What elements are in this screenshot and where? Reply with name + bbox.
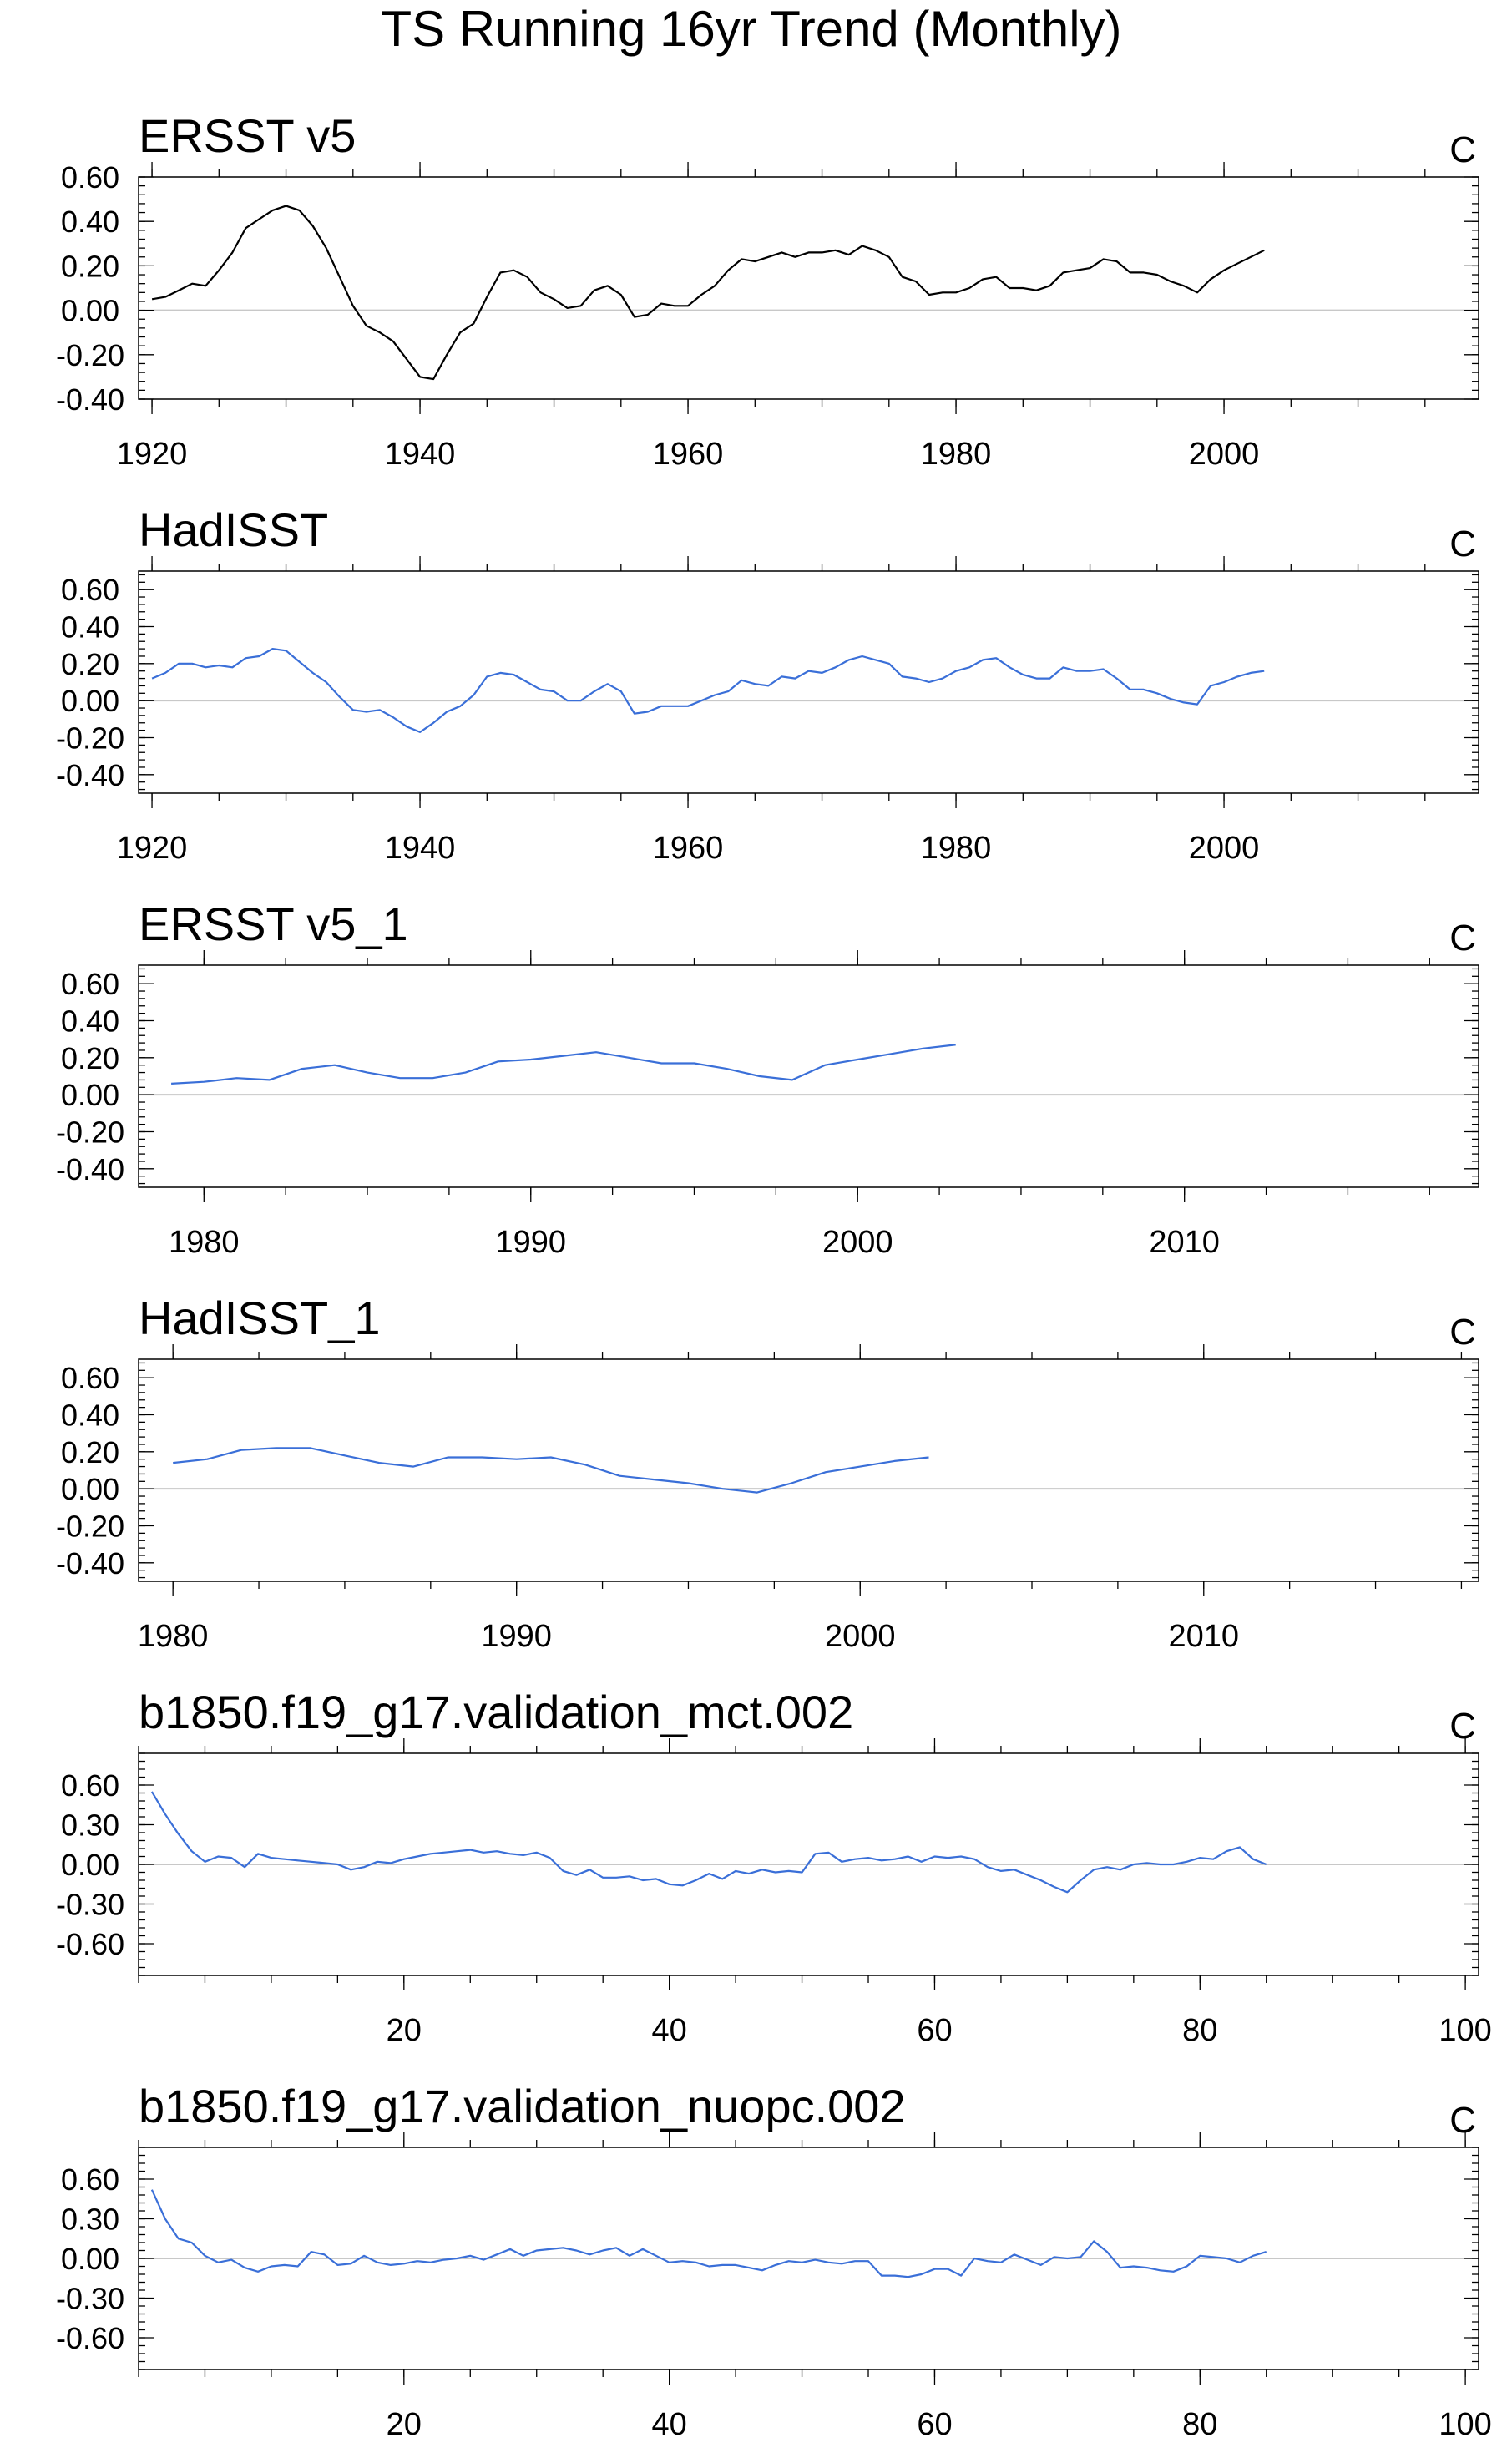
plot-frame: [138, 964, 1479, 1188]
x-tick-label: 1940: [385, 831, 456, 866]
panel-title: HadISST_1: [139, 1292, 381, 1344]
panel-5: b1850.f19_g17.validation_mct.002 C 0.60 0.3…: [56, 1686, 1492, 2048]
units-label: C: [1449, 1706, 1476, 1747]
y-tick-label: -0.40: [56, 758, 124, 792]
x-tick-label: 2000: [822, 1225, 893, 1260]
y-tick-label: -0.20: [56, 338, 124, 372]
x-tick-label: 1920: [117, 437, 188, 472]
y-tick-label: -0.40: [56, 1546, 124, 1581]
y-tick-label: 0.60: [61, 160, 119, 195]
x-tick-label: 2010: [1168, 1619, 1239, 1654]
y-tick-label: 0.40: [61, 1004, 119, 1039]
y-tick-label: 0.00: [61, 1848, 119, 1882]
x-tick-label: 60: [917, 2013, 952, 2048]
y-tick-label: 0.00: [61, 2242, 119, 2276]
panel-title: ERSST v5: [139, 109, 356, 162]
units-label: C: [1449, 129, 1476, 170]
x-tick-label: 1990: [495, 1225, 566, 1260]
plot-frame: [138, 570, 1479, 794]
x-tick-label: 2000: [825, 1619, 896, 1654]
y-tick-label: 0.60: [61, 2162, 119, 2197]
panel-3: ERSST v5_1 C 0.600.400.200.00-0.20-0.40 198…: [56, 898, 1479, 1260]
plot-frame: [138, 1358, 1479, 1582]
y-tick-label: 0.00: [61, 1078, 119, 1112]
units-label: C: [1449, 1312, 1476, 1353]
y-tick-label: -0.30: [56, 2282, 124, 2316]
x-tick-label: 20: [387, 2013, 422, 2048]
x-tick-label: 100: [1439, 2013, 1491, 2048]
panel-title: b1850.f19_g17.validation_nuopc.002: [139, 2080, 906, 2132]
y-tick-label: 0.40: [61, 205, 119, 239]
y-tick-label: -0.20: [56, 721, 124, 756]
y-tick-label: 0.60: [61, 573, 119, 607]
y-tick-label: 0.20: [61, 1435, 119, 1469]
x-tick-label: 1940: [385, 437, 456, 472]
panel-title: ERSST v5_1: [139, 898, 408, 950]
x-tick-label: 40: [652, 2013, 687, 2048]
y-tick-label: 0.40: [61, 610, 119, 645]
panel-4: HadISST_1 C 0.600.400.200.00 -0.20-0.40 1980…: [56, 1292, 1479, 1654]
y-tick-label: -0.30: [56, 1888, 124, 1922]
plot-frame: [138, 176, 1479, 400]
y-tick-label: 0.30: [61, 2203, 119, 2237]
x-tick-label: 40: [652, 2407, 687, 2442]
x-tick-label: 2010: [1149, 1225, 1220, 1260]
y-tick-label: 0.40: [61, 1398, 119, 1433]
x-tick-label: 80: [1182, 2407, 1217, 2442]
panel-title: b1850.f19_g17.validation_mct.002: [139, 1686, 853, 1738]
x-tick-label: 2000: [1189, 437, 1260, 472]
units-label: C: [1449, 2100, 1476, 2141]
x-tick-label: 1980: [138, 1619, 209, 1654]
x-tick-label: 1990: [481, 1619, 552, 1654]
panel-title: HadISST: [139, 503, 328, 556]
series-line: [150, 1791, 1267, 1894]
y-tick-label: 0.00: [61, 684, 119, 718]
panel-1: ERSST v5 C 0.60 0.40 0.20 0.00 -0.20 -0.40 1920 1…: [56, 109, 1479, 472]
x-tick-label: 1920: [117, 831, 188, 866]
x-tick-label: 1980: [921, 437, 992, 472]
x-tick-label: 1980: [921, 831, 992, 866]
x-tick-label: 20: [387, 2407, 422, 2442]
plot-frame: [138, 1752, 1479, 1976]
x-tick-label: 100: [1439, 2407, 1491, 2442]
y-tick-label: 0.20: [61, 1041, 119, 1075]
y-tick-label: 0.00: [61, 294, 119, 328]
y-tick-label: 0.60: [61, 1361, 119, 1395]
panel-6: b1850.f19_g17.validation_nuopc.002 C 0.60 0…: [56, 2080, 1492, 2442]
x-tick-label: 1960: [653, 831, 724, 866]
series-line: [151, 205, 1265, 381]
y-tick-label: -0.20: [56, 1510, 124, 1544]
x-tick-label: 1980: [169, 1225, 240, 1260]
x-tick-label: 60: [917, 2407, 952, 2442]
plot-frame: [138, 2147, 1479, 2370]
x-tick-label: 1960: [653, 437, 724, 472]
y-tick-label: 0.20: [61, 249, 119, 283]
units-label: C: [1449, 918, 1476, 958]
panel-2: HadISST C 0.600.400.200.00-0.20-0.40 1920 19…: [56, 503, 1479, 866]
y-tick-label: -0.60: [56, 2321, 124, 2355]
series-line: [151, 647, 1265, 734]
y-tick-label: 0.30: [61, 1808, 119, 1843]
series-line: [150, 2189, 1267, 2278]
y-tick-label: 0.60: [61, 1768, 119, 1803]
y-tick-label: -0.40: [56, 1152, 124, 1186]
y-tick-label: -0.40: [56, 382, 124, 417]
x-tick-label: 2000: [1189, 831, 1260, 866]
y-tick-label: 0.00: [61, 1472, 119, 1506]
figure-title: TS Running 16yr Trend (Monthly): [381, 1, 1121, 57]
series-line: [171, 1044, 956, 1085]
y-tick-label: 0.20: [61, 647, 119, 681]
y-tick-label: 0.60: [61, 967, 119, 1001]
series-line: [173, 1447, 929, 1494]
y-tick-label: -0.60: [56, 1927, 124, 1961]
x-tick-label: 80: [1182, 2013, 1217, 2048]
units-label: C: [1449, 523, 1476, 564]
y-tick-label: -0.20: [56, 1115, 124, 1150]
